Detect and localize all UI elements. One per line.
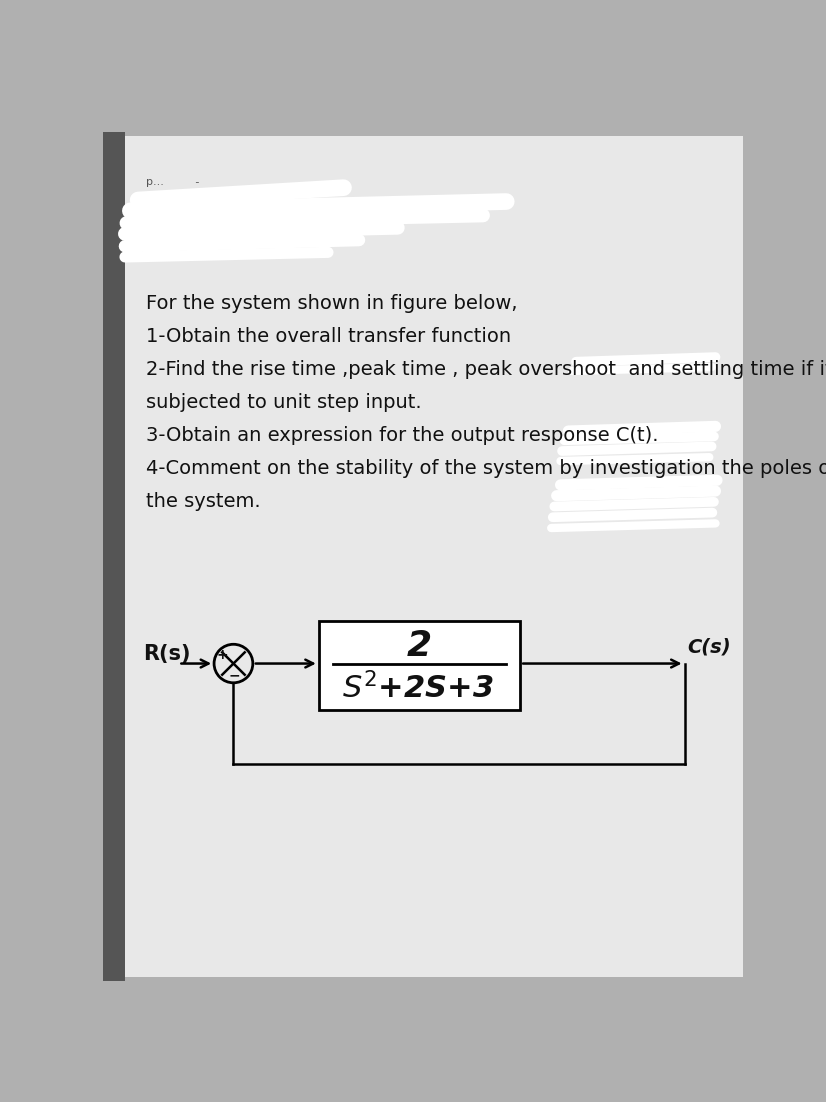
Bar	[319, 622, 520, 710]
Text: 3-Obtain an expression for the output response C(t).: 3-Obtain an expression for the output re…	[146, 426, 658, 445]
Text: the system.: the system.	[146, 491, 260, 511]
Text: 1-Obtain the overall transfer function: 1-Obtain the overall transfer function	[146, 327, 511, 346]
Bar	[103, 132, 125, 981]
Text: 2-Find the rise time ,peak time , peak overshoot  and settling time if it is: 2-Find the rise time ,peak time , peak o…	[146, 360, 826, 379]
Text: C(s): C(s)	[687, 638, 731, 657]
Text: subjected to unit step input.: subjected to unit step input.	[146, 392, 421, 411]
Text: −: −	[229, 668, 240, 682]
Text: 4-Comment on the stability of the system by investigation the poles of: 4-Comment on the stability of the system…	[146, 460, 826, 478]
Text: p...         -: p... -	[146, 176, 199, 186]
Text: For the system shown in figure below,: For the system shown in figure below,	[146, 294, 517, 313]
Text: 2: 2	[407, 629, 432, 662]
Text: R(s): R(s)	[143, 645, 190, 665]
Text: +: +	[216, 648, 228, 662]
Text: $S^2$+2S+3: $S^2$+2S+3	[342, 672, 494, 704]
